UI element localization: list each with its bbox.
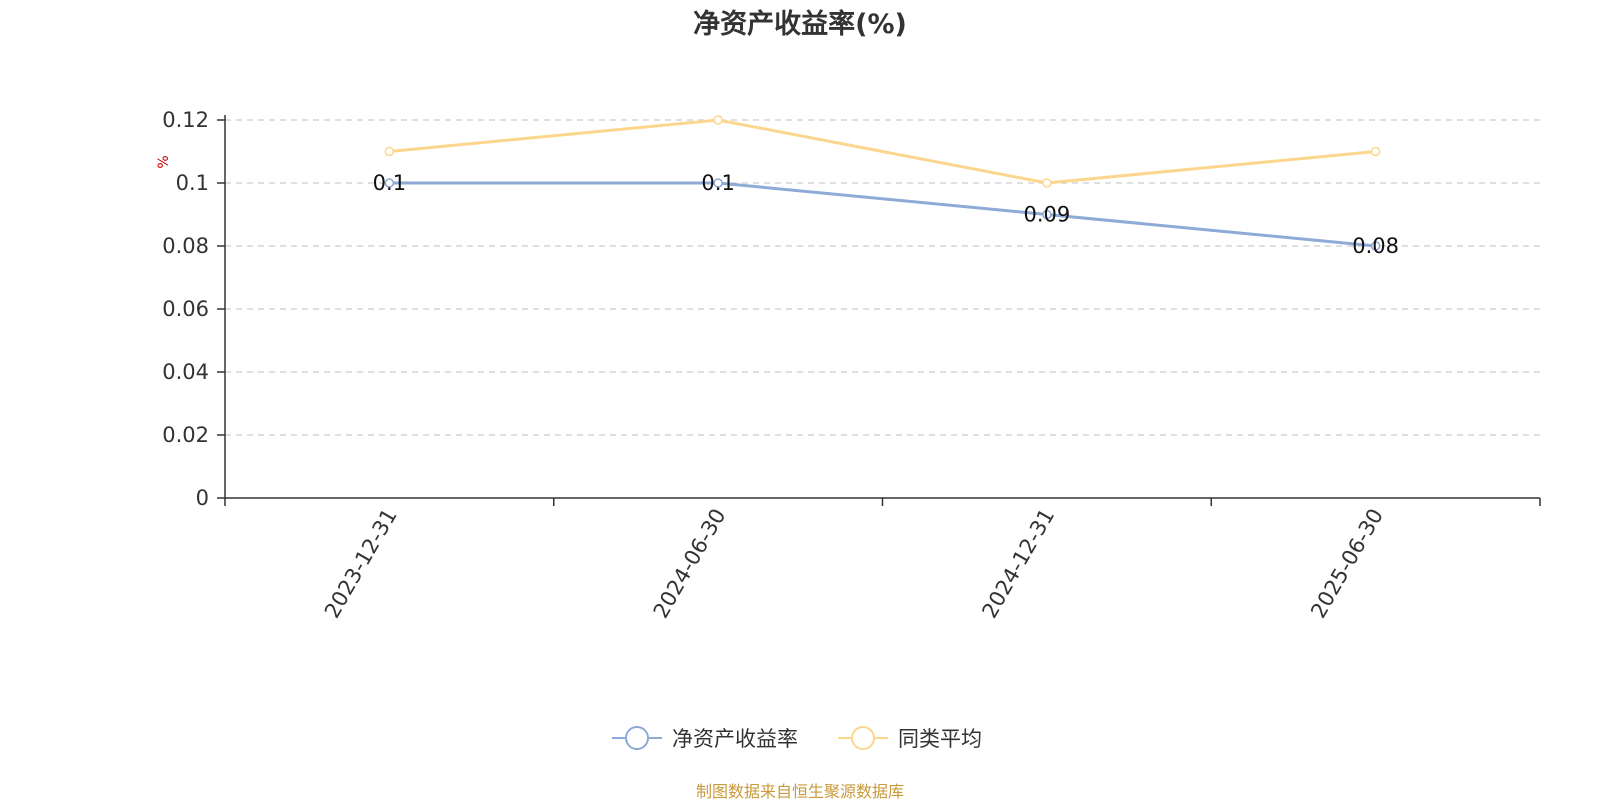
data-label: 0.08 (1352, 234, 1399, 258)
x-tick-label: 2023-12-31 (320, 505, 402, 623)
data-label: 0.09 (1023, 203, 1070, 227)
legend-marker (851, 726, 875, 750)
data-source-note: 制图数据来自恒生聚源数据库 (695, 782, 904, 801)
data-point (384, 146, 395, 157)
series-line-1 (389, 118, 1376, 185)
x-tick-label: 2024-06-30 (649, 505, 731, 623)
legend-item-1: 同类平均 (838, 726, 982, 751)
y-tick-label: 0 (196, 486, 209, 510)
data-label: 0.1 (373, 171, 406, 195)
legend: 净资产收益率 同类平均 (612, 726, 982, 751)
data-point (1042, 209, 1052, 220)
legend-label: 同类平均 (898, 727, 982, 751)
data-label: 0.1 (701, 171, 734, 195)
series (384, 115, 1381, 251)
data-point (1370, 146, 1381, 157)
x-tick-label: 2025-06-30 (1306, 505, 1388, 623)
y-tick-label: 0.08 (162, 234, 209, 258)
legend-item-0: 净资产收益率 (612, 726, 798, 751)
series-line-0 (389, 181, 1376, 248)
data-point (384, 178, 395, 188)
axes: 0 0.02 0.04 0.06 0.08 0.1 0.12% 2023-12-31 2024-… (156, 108, 1541, 623)
y-tick-label: 0.04 (162, 360, 209, 384)
y-tick-label: 0.1 (176, 171, 209, 195)
legend-label: 净资产收益率 (672, 727, 798, 751)
x-tick-label: 2024-12-31 (977, 505, 1059, 623)
data-point (1370, 241, 1381, 251)
data-point (1042, 178, 1052, 188)
y-tick-label: 0.12 (162, 108, 209, 132)
y-tick-label: 0.06 (162, 297, 209, 321)
data-point (713, 115, 723, 125)
y-axis-unit: % (156, 155, 172, 168)
chart-title: 净资产收益率(%) (693, 9, 907, 40)
grid-lines (225, 119, 1540, 436)
legend-marker (625, 726, 649, 750)
data-labels: 0.1 0.1 0.09 0.08 (373, 171, 1399, 258)
y-tick-label: 0.02 (162, 423, 209, 447)
data-point (713, 178, 723, 188)
